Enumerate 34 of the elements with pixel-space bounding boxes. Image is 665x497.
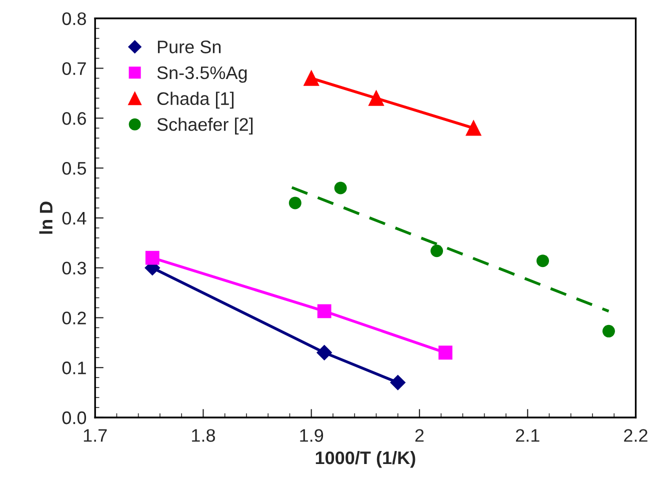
y-tick-label: 0.5 [62, 162, 86, 175]
x-tick-label: 1.7 [84, 429, 107, 442]
point [288, 196, 302, 210]
x-axis-title: 1000/T (1/K) [316, 450, 416, 468]
y-tick-label: 0.2 [62, 312, 86, 324]
y-tick-label: 0.6 [62, 112, 86, 125]
x-tick-label: 2.1 [516, 429, 540, 442]
y-tick-label: 0.8 [62, 12, 86, 26]
legend-label: Schaefer [2] [157, 118, 253, 134]
x-tick-label: 2.2 [624, 429, 648, 442]
point [536, 254, 549, 268]
point [390, 374, 406, 390]
y-tick-label: 0.3 [62, 262, 86, 275]
y-tick-label: 0.4 [62, 212, 86, 225]
point [316, 345, 332, 360]
y-tick-label: 0.1 [62, 362, 86, 374]
x-tick-label: 1.9 [300, 429, 324, 442]
point [145, 250, 160, 265]
point [334, 182, 347, 194]
point [317, 304, 332, 318]
point [430, 244, 444, 258]
point [304, 70, 319, 86]
point [368, 90, 384, 106]
legend-label: Chada [1] [157, 92, 234, 109]
point [438, 346, 452, 360]
y-tick-label: 0.0 [62, 411, 86, 424]
x-tick-label: 2 [415, 429, 424, 442]
point [602, 324, 615, 338]
legend-label: Sn-3.5%Ag [157, 66, 247, 83]
legend-label: Pure Sn [158, 40, 221, 54]
y-axis-title: ln D [39, 202, 52, 234]
x-tick-label: 1.8 [192, 429, 215, 442]
y-tick-label: 0.7 [62, 62, 86, 75]
point [466, 120, 482, 136]
